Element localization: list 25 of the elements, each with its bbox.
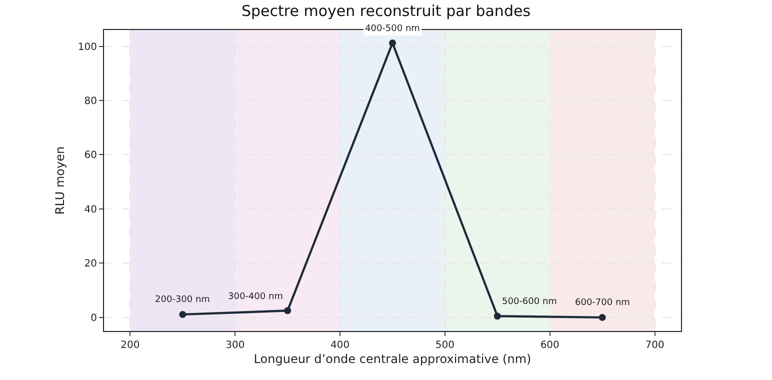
x-tick-label: 400 bbox=[330, 340, 350, 351]
x-tick-label: 600 bbox=[540, 340, 560, 351]
point bbox=[598, 314, 606, 321]
point bbox=[494, 312, 501, 320]
annotation: 400-500 nm bbox=[365, 24, 420, 34]
y-tick-label: 80 bbox=[84, 96, 97, 107]
annotation: 500-600 nm bbox=[502, 297, 557, 307]
y-axis-title: RLU moyen bbox=[53, 146, 68, 215]
x-axis-title: Longueur d’onde centrale approximative (nm) bbox=[254, 352, 532, 366]
y-tick-label: 0 bbox=[90, 312, 97, 324]
y-tick-label: 20 bbox=[84, 258, 97, 270]
y-tick-label: 40 bbox=[84, 204, 97, 216]
y-tick-label: 100 bbox=[78, 42, 97, 53]
point bbox=[284, 307, 292, 314]
annotation: 600-700 nm bbox=[575, 298, 630, 308]
chart-title: Spectre moyen reconstruit par bandes bbox=[241, 2, 531, 20]
annotation: 200-300 nm bbox=[155, 295, 210, 305]
x-tick-label: 700 bbox=[645, 340, 664, 351]
x-tick-label: 500 bbox=[435, 340, 454, 351]
x-tick-label: 300 bbox=[226, 340, 245, 351]
y-tick-label: 60 bbox=[84, 150, 97, 162]
point bbox=[389, 40, 396, 47]
x-tick-label: 200 bbox=[120, 340, 140, 351]
annotation: 300-400 nm bbox=[228, 292, 283, 302]
point bbox=[179, 310, 186, 318]
